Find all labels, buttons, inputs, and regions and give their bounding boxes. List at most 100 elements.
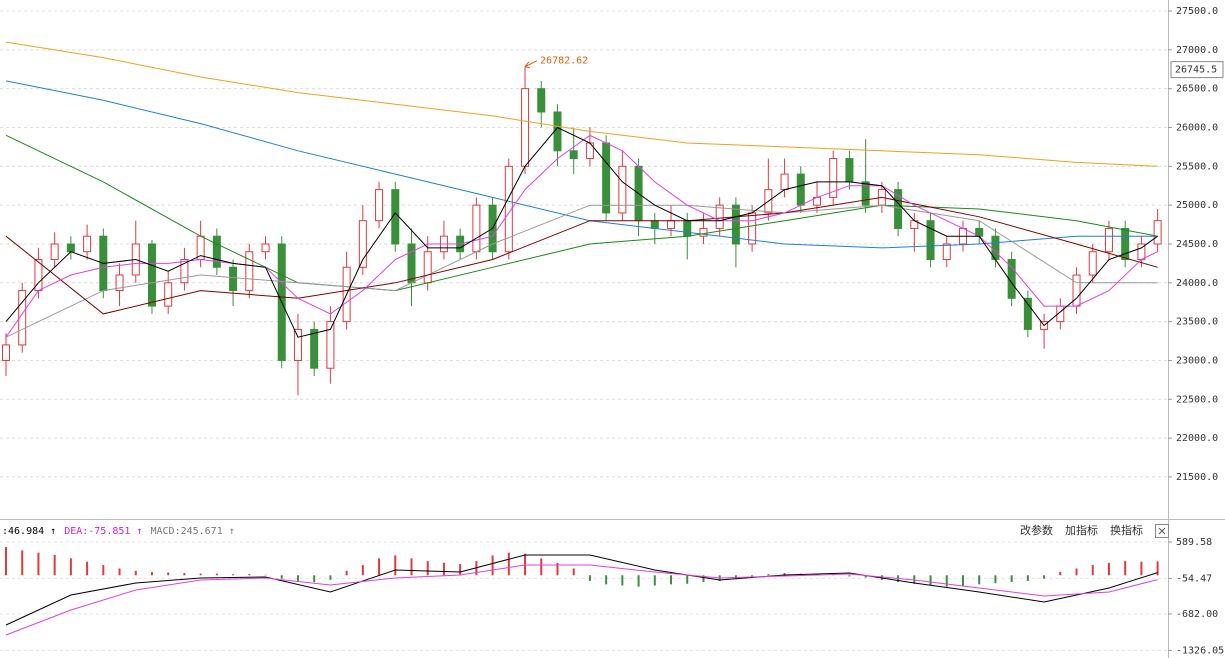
macd-bar xyxy=(1026,575,1029,581)
candle-body xyxy=(521,88,530,167)
candle-body xyxy=(50,243,59,261)
macd-bar xyxy=(1091,565,1094,576)
macd-bar xyxy=(345,570,348,576)
macd-bar xyxy=(653,575,656,586)
macd-bar xyxy=(69,558,72,576)
macd-bar xyxy=(945,575,948,587)
candle-body xyxy=(537,88,546,113)
candle-body xyxy=(796,173,805,206)
candle-body xyxy=(310,328,319,369)
macd-bar xyxy=(1124,561,1127,576)
toolbar-button[interactable]: 加指标 xyxy=(1065,523,1098,537)
y-tick-label: 27500.0 xyxy=(1176,6,1218,17)
close-icon xyxy=(1158,527,1166,535)
toolbar-button[interactable]: 换指标 xyxy=(1110,523,1143,537)
candle-body xyxy=(423,251,432,284)
y-tick-label: 589.58 xyxy=(1176,537,1212,548)
macd-bar xyxy=(572,568,575,576)
macd-bar xyxy=(361,565,364,576)
legend-entry: DEA:-75.851 ↑ xyxy=(64,526,142,537)
candle-body xyxy=(164,282,173,307)
y-tick-label: 27000.0 xyxy=(1176,45,1218,56)
y-tick-label: 23000.0 xyxy=(1176,355,1218,366)
toolbar: 改参数 加指标 换指标 xyxy=(1020,523,1169,538)
candle-body xyxy=(553,111,562,152)
macd-bar xyxy=(751,575,754,577)
y-tick-label: 26000.0 xyxy=(1176,123,1218,134)
macd-bar xyxy=(783,573,786,576)
candle-body xyxy=(293,328,302,361)
candle-body xyxy=(1072,274,1081,307)
candle-body xyxy=(650,220,659,229)
y-tick-label: 22000.0 xyxy=(1176,433,1218,444)
y-tick-label: 22500.0 xyxy=(1176,394,1218,405)
macd-bar xyxy=(1075,568,1078,576)
macd-bar xyxy=(410,558,413,576)
y-tick-label: -1326.05 xyxy=(1176,645,1224,656)
macd-bar xyxy=(378,558,381,576)
macd-bar xyxy=(734,575,737,579)
macd-bar xyxy=(848,575,851,577)
macd-bar xyxy=(978,575,981,585)
macd-bar xyxy=(1140,561,1143,576)
y-tick-label: 26500.0 xyxy=(1176,84,1218,95)
macd-bar xyxy=(183,573,186,576)
candle-body xyxy=(375,189,384,222)
macd-bar xyxy=(670,575,673,585)
candle-body xyxy=(1007,259,1016,299)
ma-line xyxy=(5,41,1158,167)
candle-body xyxy=(715,204,724,229)
macd-bar xyxy=(605,575,608,585)
macd-bar xyxy=(767,574,770,576)
candle-body xyxy=(602,142,611,214)
candle-body xyxy=(861,181,870,206)
y-tick-label: -54.47 xyxy=(1176,573,1212,584)
macd-line xyxy=(5,564,1158,636)
toolbar-button[interactable]: 改参数 xyxy=(1020,523,1053,537)
y-tick-label: 25000.0 xyxy=(1176,200,1218,211)
candle-body xyxy=(845,158,854,183)
y-tick-label: 25500.0 xyxy=(1176,161,1218,172)
y-tick-label: 24500.0 xyxy=(1176,239,1218,250)
candle-body xyxy=(229,266,238,292)
candle-body xyxy=(18,290,27,346)
candle-body xyxy=(894,189,903,229)
macd-bar xyxy=(491,555,494,576)
y-tick-label: -682.00 xyxy=(1176,609,1218,620)
close-button[interactable] xyxy=(1155,524,1169,538)
macd-bar xyxy=(134,570,137,576)
macd-bar xyxy=(426,561,429,576)
ma-line xyxy=(5,196,1158,315)
candle-body xyxy=(1153,220,1162,245)
candle-body xyxy=(245,251,254,292)
legend-entry: :46.984 ↑ xyxy=(2,526,56,537)
candle-body xyxy=(926,220,935,261)
macd-bar xyxy=(167,572,170,576)
candle-body xyxy=(180,259,189,284)
macd-bar xyxy=(588,575,591,581)
macd-bar xyxy=(394,555,397,576)
candle-body xyxy=(618,165,627,214)
ma-line xyxy=(5,204,1158,338)
candle-body xyxy=(147,243,156,307)
candle-body xyxy=(261,243,270,253)
candle-body xyxy=(829,158,838,198)
macd-bar xyxy=(1156,561,1159,576)
candle-body xyxy=(1023,297,1032,330)
macd-bar xyxy=(21,550,24,576)
candle-body xyxy=(683,220,692,237)
macd-bar xyxy=(118,568,121,576)
macd-bar xyxy=(5,546,7,576)
macd-bar xyxy=(86,561,89,576)
macd-bar xyxy=(994,575,997,584)
macd-bar xyxy=(929,575,932,586)
macd-bar xyxy=(961,575,964,586)
candle-body xyxy=(83,235,92,253)
price-marker-label: 26745.5 xyxy=(1175,65,1217,76)
macd-bar xyxy=(1059,571,1062,576)
candle-body xyxy=(942,243,951,261)
macd-bar xyxy=(199,573,202,576)
